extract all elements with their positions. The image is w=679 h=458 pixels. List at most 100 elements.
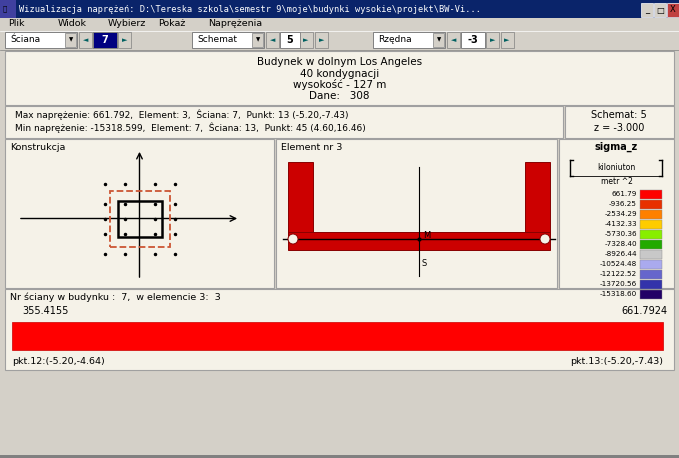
Bar [109,191,170,246]
Text: Wybierz: Wybierz [108,20,147,28]
Bar [93,32,117,48]
Text: ►: ► [504,37,510,43]
Bar [373,32,445,48]
Text: 7: 7 [102,35,109,45]
Text: -2534.29: -2534.29 [604,211,637,217]
Bar [0,0,679,18]
Bar [667,3,679,17]
Bar [559,139,674,288]
Bar [640,269,662,279]
Bar [641,3,653,17]
Text: _: _ [645,5,649,15]
Bar [12,322,663,350]
Bar [640,209,662,219]
Bar [5,32,77,48]
Bar [640,250,662,259]
Text: -12122.52: -12122.52 [600,271,637,277]
Text: -7328.40: -7328.40 [604,241,637,247]
Bar [288,162,313,234]
Text: -3: -3 [468,35,479,45]
Text: 661.7924: 661.7924 [622,306,668,316]
Circle shape [288,234,298,244]
Text: Schemat: 5: Schemat: 5 [591,110,647,120]
Bar [525,162,550,234]
Bar [0,455,679,458]
Bar [0,18,679,30]
Text: -15318.60: -15318.60 [600,291,637,297]
Bar [280,32,300,48]
Bar [640,289,662,299]
Text: ►: ► [122,37,127,43]
Bar [433,33,444,47]
Text: 40 kondygnacji: 40 kondygnacji [300,69,379,79]
Circle shape [540,234,550,244]
Text: pkt.12:(-5.20,-4.64): pkt.12:(-5.20,-4.64) [12,358,105,366]
Text: Budynek w dolnym Los Angeles: Budynek w dolnym Los Angeles [257,57,422,67]
Bar [252,33,263,47]
Text: ►: ► [319,37,324,43]
Text: kiloniuton: kiloniuton [598,164,636,173]
Text: □: □ [656,5,664,15]
Text: -10524.48: -10524.48 [600,261,637,267]
Text: ►: ► [490,37,495,43]
Bar [640,279,662,289]
Text: 355.4155: 355.4155 [22,306,69,316]
Bar [640,229,662,239]
Text: Wizualizacja naprężeń: D:\Tereska szkola\semestr 9\moje\budynki wysokie\projekt\: Wizualizacja naprężeń: D:\Tereska szkola… [19,5,481,13]
Bar [5,51,674,105]
Bar [640,200,662,209]
Text: Dane:   308: Dane: 308 [309,91,370,101]
Bar [300,32,313,48]
Text: ▼: ▼ [69,38,73,43]
Text: ◄: ◄ [83,37,88,43]
Text: ▼: ▼ [437,38,441,43]
Bar [565,106,674,138]
Bar [0,370,679,458]
Bar [65,33,76,47]
Bar [0,0,16,18]
Text: X: X [670,5,676,15]
Text: ◄: ◄ [451,37,456,43]
Bar [461,32,485,48]
Bar [486,32,499,48]
Bar [640,260,662,269]
Bar [640,190,662,199]
Text: ▼: ▼ [256,38,260,43]
Text: Widok: Widok [58,20,87,28]
Bar [501,32,514,48]
Text: 661.79: 661.79 [612,191,637,197]
Text: -13720.56: -13720.56 [600,281,637,287]
Bar [117,201,162,236]
Text: Min naprężenie: -15318.599,  Element: 7,  Ŝciana: 13,  Punkt: 45 (4.60,16.46): Min naprężenie: -15318.599, Element: 7, … [15,123,366,133]
Bar [654,3,666,17]
Text: Pokaż: Pokaż [158,20,185,28]
Text: wysokość - 127 m: wysokość - 127 m [293,80,386,91]
Text: Ściana: Ściana [10,36,40,44]
Text: -8926.44: -8926.44 [604,251,637,257]
Text: Rzędna: Rzędna [378,36,411,44]
Text: z = -3.000: z = -3.000 [594,123,644,133]
Text: ◄: ◄ [270,37,275,43]
Text: Schemat: Schemat [197,36,237,44]
Bar [192,32,264,48]
Text: 🪟: 🪟 [3,5,7,12]
Bar [79,32,92,48]
Bar [640,240,662,249]
Text: Plik: Plik [8,20,24,28]
Bar [640,219,662,229]
Text: -936.25: -936.25 [609,201,637,207]
Bar [5,139,274,288]
Text: sigma_z: sigma_z [595,142,638,152]
Bar [5,289,674,370]
Text: ►: ► [304,37,309,43]
Text: 5: 5 [287,35,293,45]
Text: -4132.33: -4132.33 [604,221,637,227]
Text: Max naprężenie: 661.792,  Element: 3,  Ŝciana: 7,  Punkt: 13 (-5.20,-7.43): Max naprężenie: 661.792, Element: 3, Ŝci… [15,110,348,120]
Text: metr ^2: metr ^2 [600,178,632,186]
Bar [118,32,131,48]
Bar [276,139,557,288]
Bar [447,32,460,48]
Bar [266,32,279,48]
Text: M: M [423,231,430,240]
Bar [315,32,328,48]
